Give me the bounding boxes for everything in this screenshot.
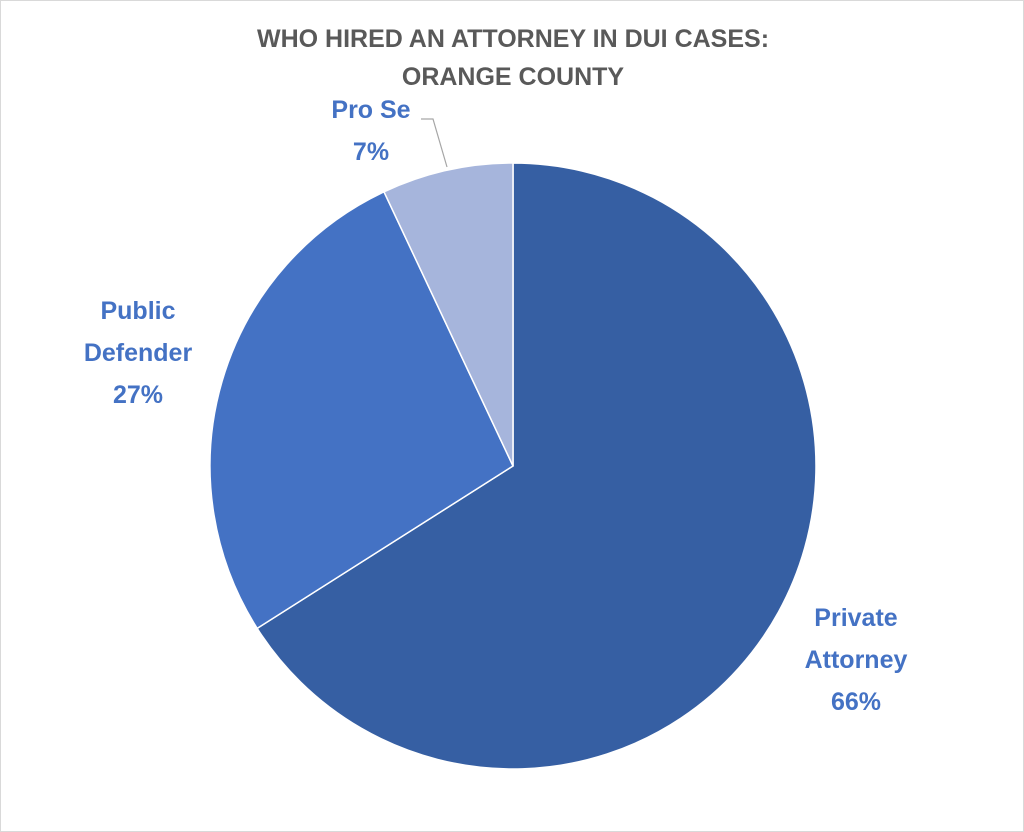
category-label: Pro Se bbox=[331, 96, 411, 124]
category-label: Private Attorney bbox=[804, 604, 908, 674]
data-label: Pro Se 7% bbox=[291, 89, 451, 173]
category-label: Public Defender bbox=[83, 297, 193, 367]
value-label: 7% bbox=[352, 138, 390, 166]
pie-slice bbox=[256, 162, 817, 770]
pie-slice bbox=[209, 190, 514, 630]
leader-line bbox=[421, 118, 448, 168]
chart-title: ORANGE COUNTY bbox=[402, 63, 625, 91]
pie-slice bbox=[382, 162, 514, 467]
chart-title: WHO HIRED AN ATTORNEY IN DUI CASES: bbox=[257, 25, 769, 53]
value-label: 27% bbox=[112, 381, 164, 409]
value-label: 66% bbox=[830, 688, 882, 716]
data-label: Private Attorney 66% bbox=[776, 597, 936, 723]
data-label: Public Defender 27% bbox=[58, 290, 218, 416]
